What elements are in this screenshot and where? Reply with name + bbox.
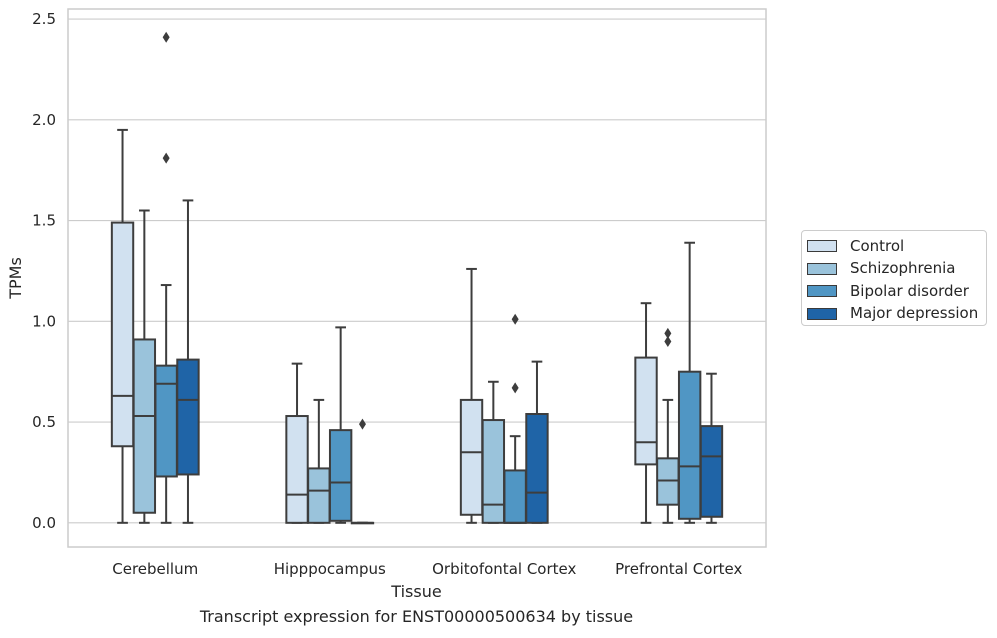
y-tick-label: 2.0 [32,111,56,129]
x-tick-label: Hipppocampus [274,560,386,578]
outlier-point [664,327,672,339]
plot-frame [67,8,767,548]
outlier-point [162,31,170,43]
y-axis-label: TPMs [6,257,25,300]
box [132,338,157,514]
legend-swatch-major-depression [807,307,837,320]
outlier-point [162,152,170,164]
legend-item-schizophrenia: Schizophrenia [807,258,986,281]
legend-item-control: Control [807,235,986,258]
box [656,457,680,506]
legend-item-bipolar-disorder: Bipolar disorder [807,280,986,303]
y-tick-label: 1.0 [32,312,56,330]
box [503,469,527,524]
legend: Control Schizophrenia Bipolar disorder M… [801,230,987,326]
x-tick-label: Cerebellum [112,560,198,578]
legend-swatch-bipolar-disorder [807,285,837,298]
box [525,413,549,524]
y-tick-label: 0.5 [32,413,56,431]
legend-swatch-control [807,240,837,253]
box [634,356,658,466]
legend-label-control: Control [850,236,905,255]
box [677,370,702,520]
legend-label-major-depression: Major depression [850,304,979,323]
y-tick-label: 2.5 [32,10,56,28]
x-axis-label: Tissue [391,582,442,601]
box [699,425,724,518]
box [459,398,484,516]
outlier-point [358,418,366,430]
legend-item-major-depression: Major depression [807,303,986,326]
outlier-point [511,313,519,325]
box [110,221,135,448]
legend-swatch-schizophrenia [807,262,837,275]
x-tick-label: Prefrontal Cortex [615,560,742,578]
chart-caption: Transcript expression for ENST0000050063… [199,607,634,626]
legend-label-bipolar-disorder: Bipolar disorder [850,281,969,300]
box [328,429,353,522]
box [285,415,309,524]
box [154,364,178,478]
x-tick-label: Orbitofontal Cortex [432,560,576,578]
box [481,419,506,524]
box [307,467,331,524]
y-tick-label: 1.5 [32,212,56,230]
outlier-point [511,382,519,394]
box [176,358,200,476]
outlier-point [664,335,672,347]
legend-label-schizophrenia: Schizophrenia [850,259,956,278]
y-tick-label: 0.0 [32,514,56,532]
